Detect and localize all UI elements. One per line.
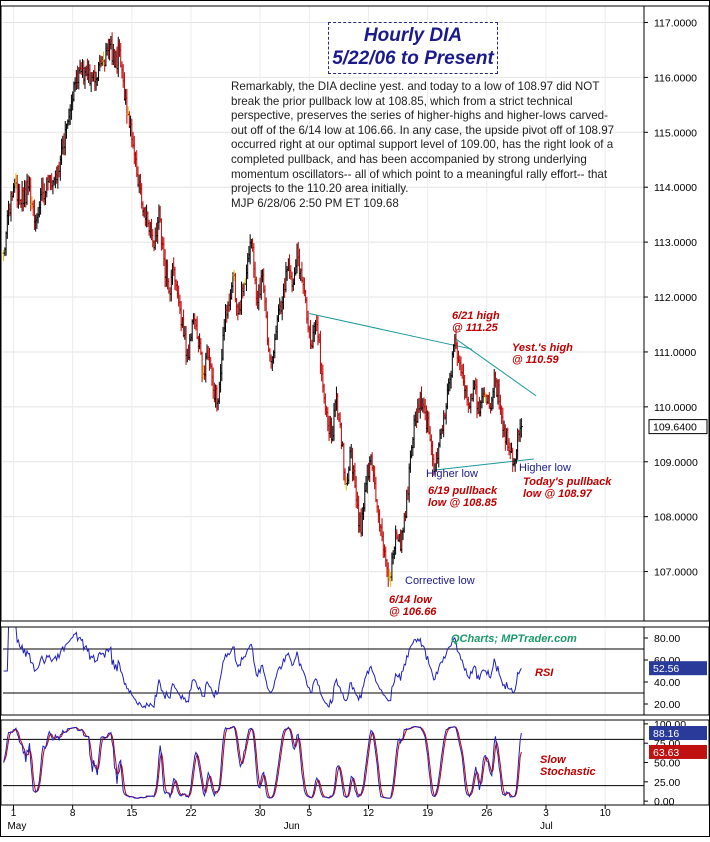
rsi-tick-label: 80.00 (654, 633, 680, 645)
commentary-block: Remarkably, the DIA decline yest. and to… (231, 80, 623, 211)
time-tick-label: 12 (363, 808, 375, 819)
price-tick-label: 116.0000 (654, 72, 697, 84)
stochastic-tick-label: 25.00 (654, 777, 680, 789)
price-tick-label: 117.0000 (654, 17, 697, 29)
annotation-614-low: 6/14 low @ 106.66 (389, 594, 436, 618)
price-tick-label: 115.0000 (654, 127, 697, 139)
month-label: May (7, 821, 26, 832)
price-tick-label: 112.0000 (654, 292, 697, 304)
annotation-621-high: 6/21 high @ 111.25 (452, 310, 500, 334)
annotation-yest-high-text: Yest.'s high @ 110.59 (512, 342, 573, 366)
stochastic-d-label: 63.63 (653, 747, 679, 759)
chart-subtitle: 5/22/06 to Present (332, 48, 494, 69)
time-tick-label: 1 (11, 808, 17, 819)
chart-title: Hourly DIA (363, 25, 463, 46)
rsi-value-box (649, 661, 707, 676)
annotation-higher-low-1: Higher low (426, 468, 478, 480)
time-tick-label: 3 (543, 808, 549, 819)
stochastic-tick-label: 0.00 (654, 796, 675, 808)
stochastic-k-line (3, 725, 522, 800)
chart-title-box: Hourly DIA 5/22/06 to Present (328, 22, 498, 74)
rsi-value-label: 52.56 (653, 663, 679, 675)
month-label: Jul (540, 821, 553, 832)
annotation-yest-high: Yest.'s high @ 110.59 (512, 342, 573, 366)
stochastic-d-box (649, 744, 707, 759)
annotation-619-pullback-text: 6/19 pullback low @ 108.85 (428, 485, 498, 509)
rsi-label: RSI (535, 667, 554, 679)
time-tick-label: 26 (481, 808, 493, 819)
month-label: Jun (284, 821, 300, 832)
time-tick-label: 8 (70, 808, 76, 819)
oscillator-lines (3, 626, 522, 800)
price-bars (2, 32, 523, 587)
last-price-label: 109.6400 (653, 422, 697, 434)
commentary-signature: MJP 6/28/06 2:50 PM ET 109.68 (231, 196, 399, 210)
trend-lines (309, 313, 537, 471)
stochastic-label: Slow Stochastic (540, 754, 596, 778)
annotation-higher-low-2: Higher low (519, 462, 571, 474)
rsi-tick-label: 20.00 (654, 699, 680, 711)
commentary-text: Remarkably, the DIA decline yest. and to… (231, 80, 615, 196)
time-tick-label: 19 (422, 808, 434, 819)
price-tick-label: 113.0000 (654, 237, 697, 249)
annotation-todays-pullback: Today's pullback low @ 108.97 (523, 476, 611, 500)
price-tick-label: 108.0000 (654, 512, 698, 524)
stochastic-k-box (649, 726, 707, 741)
price-tick-label: 107.0000 (654, 567, 698, 579)
rsi-line (3, 626, 522, 709)
price-tick-label: 114.0000 (654, 182, 697, 194)
last-price-box (648, 419, 708, 435)
trendline (454, 337, 537, 397)
stochastic-k-label: 88.16 (653, 728, 679, 740)
annotation-619-pullback: 6/19 pullback low @ 108.85 (428, 485, 497, 509)
stochastic-tick-label: 50.00 (654, 758, 680, 770)
price-tick-label: 110.0000 (654, 402, 697, 414)
price-tick-label: 111.0000 (654, 347, 696, 359)
time-tick-label: 30 (254, 808, 266, 819)
trendline (435, 458, 534, 471)
annotation-todays-pullback-text: Today's pullback low @ 108.97 (523, 476, 612, 500)
time-tick-label: 22 (185, 808, 197, 819)
time-tick-label: 10 (600, 808, 612, 819)
annotation-614-low-text: 6/14 low @ 106.66 (389, 594, 437, 618)
price-tick-label: 109.0000 (654, 457, 698, 469)
annotation-621-high-text: 6/21 high @ 111.25 (452, 310, 500, 334)
axis-labels: 117.0000 116.0000 115.0000 114.0000 113.0000… (7, 17, 708, 832)
time-tick-label: 15 (126, 808, 138, 819)
grid-lines (3, 6, 644, 805)
watermark: QCharts; MPTrader.com (451, 633, 577, 645)
trendline (309, 313, 473, 350)
rsi-tick-label: 40.00 (654, 677, 680, 689)
annotation-corrective-low: Corrective low (405, 575, 475, 587)
time-tick-label: 5 (307, 808, 313, 819)
